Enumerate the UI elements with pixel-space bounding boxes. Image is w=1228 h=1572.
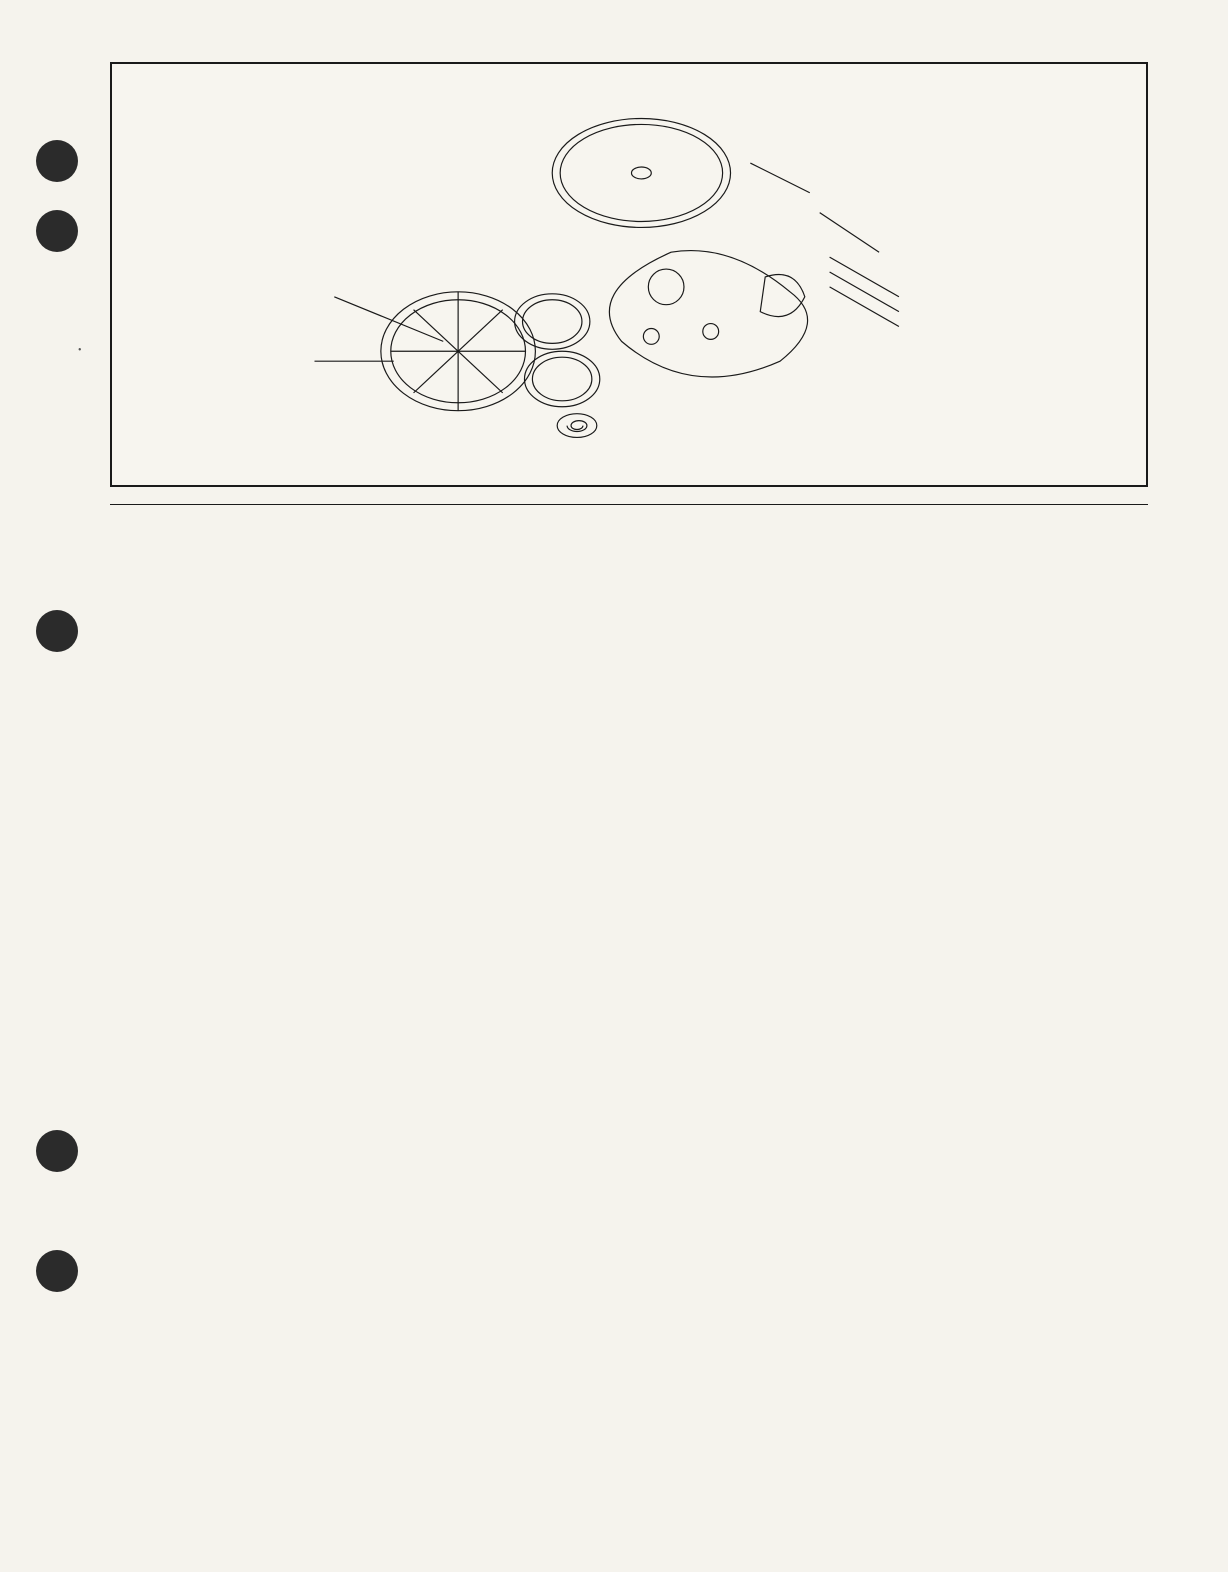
binder-hole [36, 610, 78, 652]
binder-hole [36, 210, 78, 252]
artifact-mark: • [78, 345, 82, 356]
binder-hole [36, 140, 78, 182]
page: • [0, 0, 1228, 1572]
table-header-row [110, 501, 1148, 505]
binder-hole [36, 1130, 78, 1172]
binder-hole [36, 1250, 78, 1292]
diagram-svg [112, 64, 1146, 485]
figure-box [110, 62, 1148, 487]
exploded-diagram [112, 64, 1146, 485]
parts-table [110, 501, 1148, 505]
